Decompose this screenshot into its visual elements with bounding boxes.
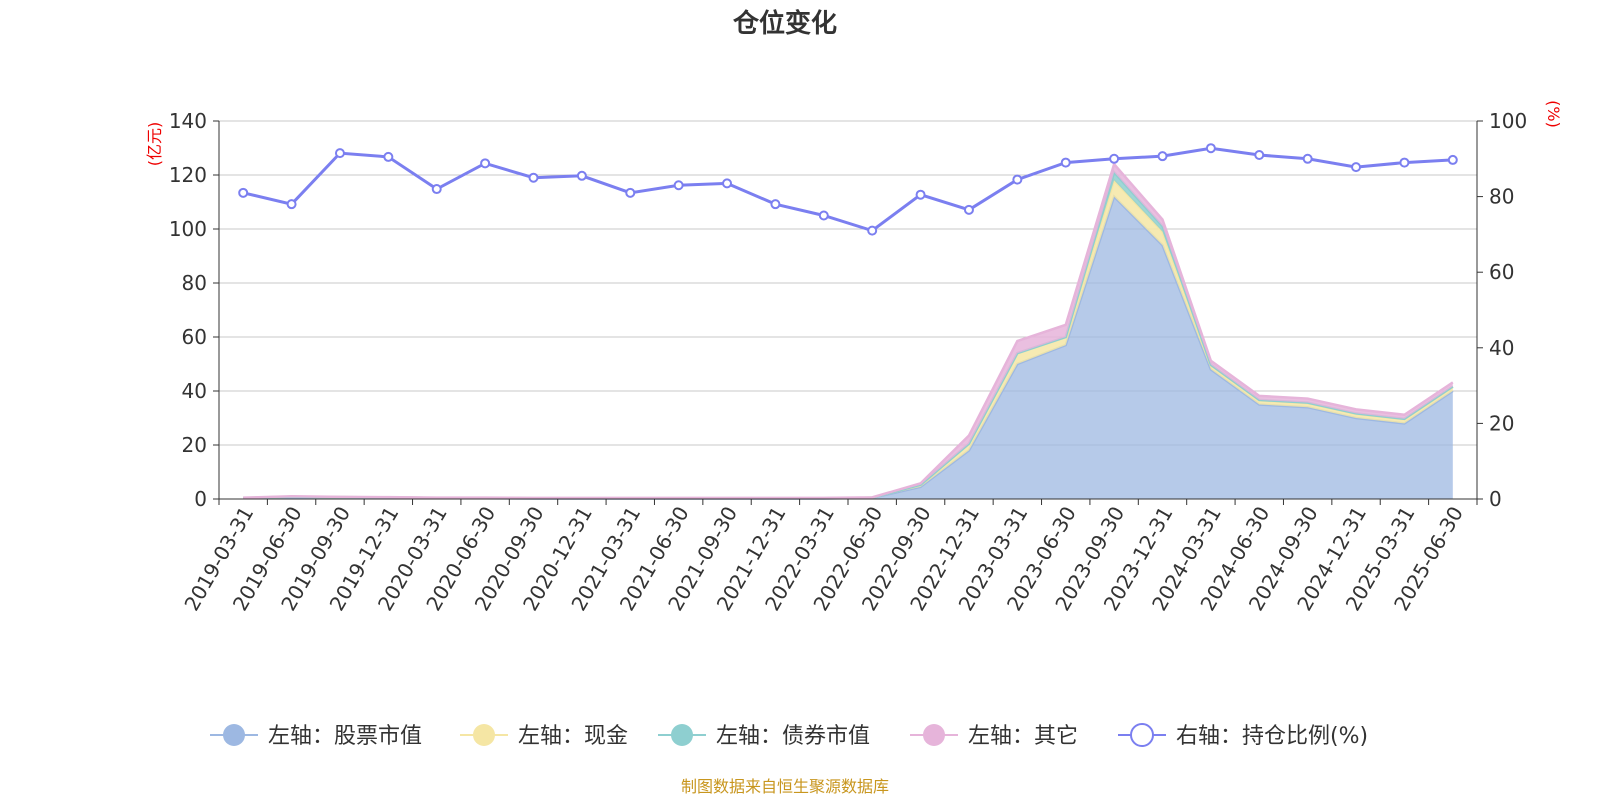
ratio-point <box>818 210 829 221</box>
stacked-areas <box>243 161 1454 500</box>
right-tick-label: 40 <box>1489 336 1514 360</box>
ratio-point <box>770 199 781 210</box>
ratio-point <box>238 187 249 198</box>
legend-label: 右轴：持仓比例(%) <box>1176 724 1368 749</box>
legend-label: 左轴：债券市值 <box>716 724 870 749</box>
ratio-point <box>1351 162 1362 173</box>
ratio-point <box>673 180 684 191</box>
ratio-point <box>1060 157 1071 168</box>
ratio-point <box>1254 150 1265 161</box>
ratio-point <box>722 178 733 189</box>
source-note: 制图数据来自恒生聚源数据库 <box>681 777 889 796</box>
legend-label: 左轴：现金 <box>518 724 628 749</box>
legend-marker <box>473 724 495 746</box>
ratio-point <box>383 151 394 162</box>
legend-marker <box>1130 723 1154 747</box>
left-tick-label: 140 <box>169 109 207 133</box>
ratio-point <box>1447 154 1458 165</box>
left-tick-label: 20 <box>182 433 207 457</box>
left-tick-label: 80 <box>182 271 207 295</box>
right-tick-label: 20 <box>1489 411 1514 435</box>
right-tick-label: 0 <box>1489 487 1502 511</box>
ratio-point <box>867 225 878 236</box>
ratio-point <box>1399 157 1410 168</box>
right-tick-label: 80 <box>1489 185 1514 209</box>
chart-title: 仓位变化 <box>732 8 837 39</box>
ratio-point <box>334 148 345 159</box>
legend-marker <box>923 724 945 746</box>
left-tick-label: 100 <box>169 217 207 241</box>
ratio-point <box>576 170 587 181</box>
ratio-point <box>1302 153 1313 164</box>
ratio-point <box>963 204 974 215</box>
ratio-point <box>1012 174 1023 185</box>
ratio-point <box>528 172 539 183</box>
ratio-point <box>625 187 636 198</box>
area-edge-3 <box>243 161 1454 500</box>
axes: 0204060801001201400204060801002019-03-31… <box>169 109 1527 615</box>
right-tick-label: 100 <box>1489 109 1527 133</box>
right-axis-unit: (%) <box>1544 100 1563 128</box>
legend-marker <box>671 724 693 746</box>
gridlines <box>219 120 1477 446</box>
left-axis-unit: (亿元) <box>145 122 164 167</box>
legend-label: 左轴：股票市值 <box>268 724 422 749</box>
left-tick-label: 120 <box>169 163 207 187</box>
ratio-line <box>242 146 1453 233</box>
legend: 左轴：股票市值 左轴：现金 左轴：债券市值 左轴：其它 右轴：持仓比例(%) <box>210 723 1368 749</box>
ratio-point <box>286 199 297 210</box>
area-series-0 <box>243 196 1453 499</box>
left-tick-label: 0 <box>194 487 207 511</box>
ratio-point <box>1205 143 1216 154</box>
ratio-point <box>480 158 491 169</box>
ratio-line-series <box>238 143 1458 236</box>
ratio-point <box>1157 151 1168 162</box>
legend-label: 左轴：其它 <box>968 724 1078 749</box>
legend-marker <box>223 724 245 746</box>
ratio-point <box>915 189 926 200</box>
right-tick-label: 60 <box>1489 260 1514 284</box>
ratio-point <box>1109 153 1120 164</box>
left-tick-label: 40 <box>182 379 207 403</box>
left-tick-label: 60 <box>182 325 207 349</box>
ratio-point <box>431 184 442 195</box>
